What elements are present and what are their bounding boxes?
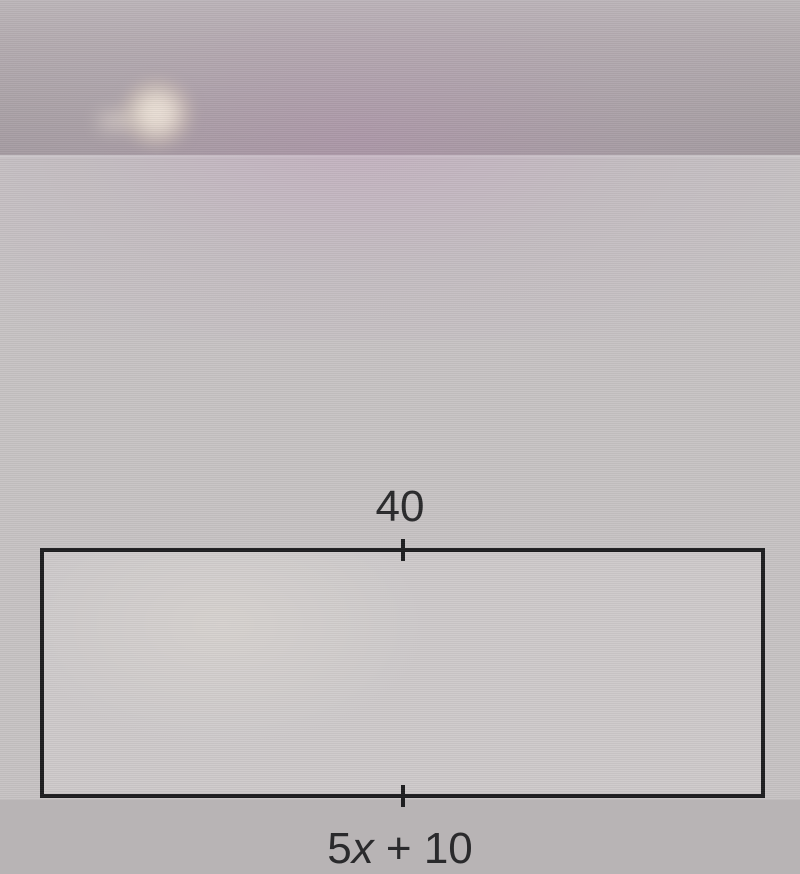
bottom-label-rest: + 10	[374, 824, 473, 873]
rectangle-diagram: 40 5x + 10	[0, 158, 800, 800]
glare-reflection	[120, 78, 194, 148]
top-tick-mark	[401, 539, 405, 561]
bottom-side-label: 5x + 10	[327, 824, 473, 874]
top-side-label: 40	[376, 482, 425, 532]
bottom-tick-mark	[401, 785, 405, 807]
bottom-label-coeff: 5	[327, 824, 351, 873]
bottom-label-variable: x	[352, 824, 374, 873]
rectangle-shape	[40, 548, 765, 798]
